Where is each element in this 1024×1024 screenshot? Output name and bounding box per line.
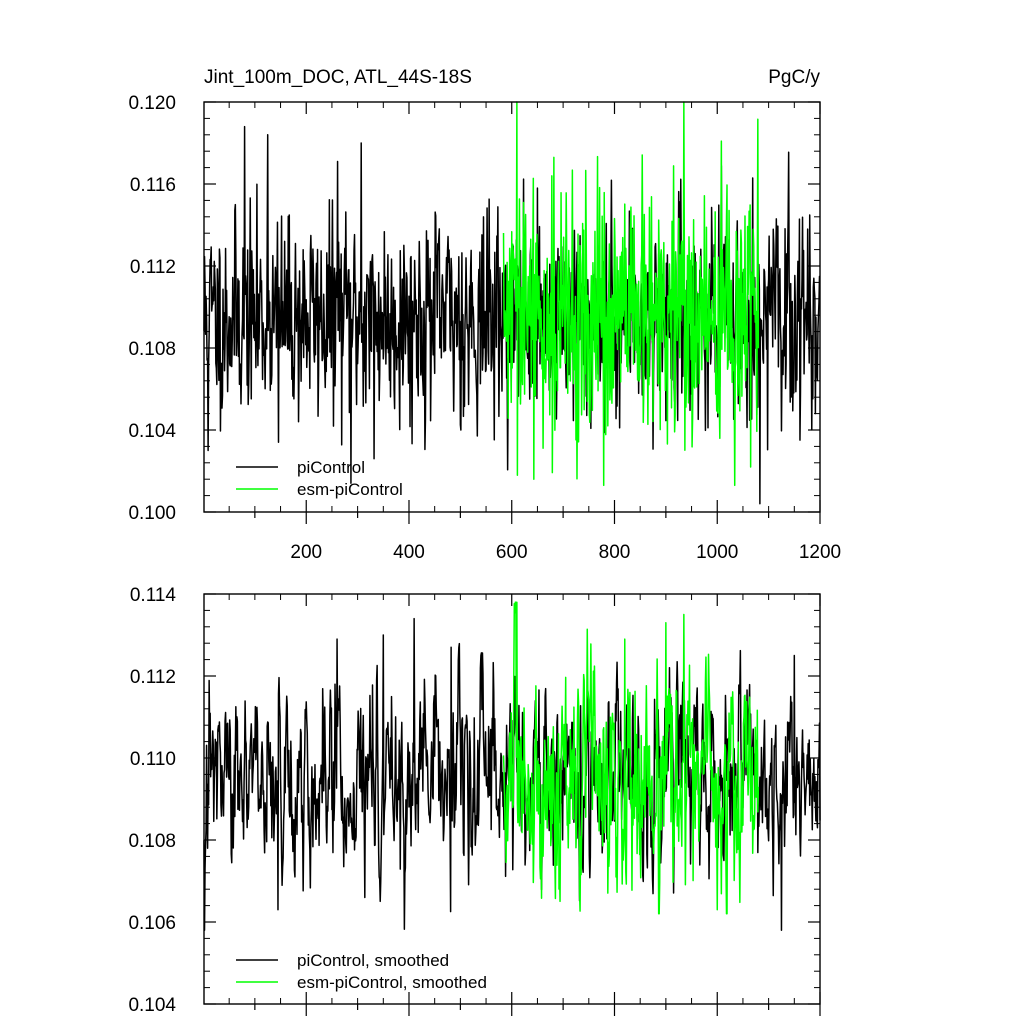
legend-label: esm-piControl [297, 480, 403, 499]
y-tick-label: 0.112 [130, 667, 176, 688]
legend-bottom: piControl, smoothed esm-piControl, smooth… [236, 951, 487, 992]
y-tick-label: 0.120 [128, 93, 176, 114]
y-tick-label: 0.108 [128, 339, 176, 360]
series-line-esm-picontrol [502, 101, 760, 487]
series-layer-bottom [203, 601, 821, 931]
tick-layer-bottom: 0.104 0.106 0.108 0.110 0.112 0.114 [128, 585, 821, 1016]
series-layer-top [203, 101, 821, 505]
plot-frame-bottom [203, 593, 821, 1005]
x-tick-label: 400 [393, 542, 425, 563]
x-tick-label: 200 [290, 542, 322, 563]
chart-title: Jint_100m_DOC, ATL_44S-18S [204, 67, 472, 88]
legend-label: piControl [297, 458, 365, 477]
y-tick-label: 0.106 [128, 913, 176, 934]
top-panel: Jint_100m_DOC, ATL_44S-18S PgC/y 0.1000.… [128, 67, 841, 563]
y-tick-label: 0.100 [128, 503, 176, 524]
y-tick-label: 0.112 [130, 257, 176, 278]
y-tick-label: 0.116 [130, 175, 176, 196]
legend-label: piControl, smoothed [297, 951, 449, 970]
y-tick-label: 0.108 [128, 831, 176, 852]
x-tick-label: 600 [496, 542, 528, 563]
y-tick-label: 0.110 [130, 749, 176, 770]
legend-label: esm-piControl, smoothed [297, 973, 487, 992]
series-line-esm-picontrol-smoothed [502, 601, 760, 915]
tick-layer-top: 0.100 0.104 0.108 0.112 0.116 0.120 200 400 600 8… [128, 93, 841, 563]
legend-top: piControl esm-piControl [236, 458, 403, 499]
x-tick-label: 1000 [696, 542, 738, 563]
y-tick-label: 0.104 [128, 421, 176, 442]
bottom-panel: 0.104 0.106 0.108 0.110 0.112 0.114 piControl… [128, 585, 821, 1016]
x-tick-label: 1200 [799, 542, 841, 563]
units-label: PgC/y [768, 67, 820, 88]
y-tick-label: 0.114 [130, 585, 177, 606]
plot-frame-top [203, 101, 821, 513]
x-tick-label: 800 [599, 542, 631, 563]
y-tick-label: 0.104 [128, 995, 176, 1016]
